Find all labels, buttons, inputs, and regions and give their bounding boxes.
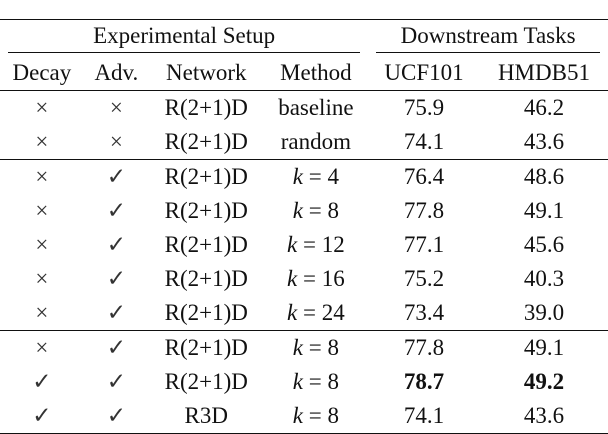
table-cell: × [35, 95, 49, 120]
table-cell: 74.1 [403, 129, 445, 154]
table-cell: k = 8 [292, 335, 339, 360]
table-cell: 43.6 [523, 403, 565, 428]
table-cell: 75.2 [403, 266, 445, 291]
table-cell: R(2+1)D [164, 198, 248, 223]
group-header: Downstream Tasks [368, 20, 608, 57]
table-cell: × [35, 300, 49, 325]
table-cell: × [35, 335, 49, 360]
table-cell: ✓ [106, 300, 127, 325]
column-header: Adv. [94, 60, 139, 85]
group-header: Experimental Setup [0, 20, 368, 57]
table-row: × ✓ R(2+1)D k = 8 77.8 49.1 [0, 330, 608, 366]
table-cell: × [35, 232, 49, 257]
table-cell: × [35, 266, 49, 291]
table-cell: R(2+1)D [164, 129, 248, 154]
table-row: × ✓ R(2+1)D k = 24 73.4 39.0 [0, 296, 608, 331]
table-cell: ✓ [32, 403, 52, 428]
table-cell: k = 24 [287, 300, 345, 325]
table-row: × ✓ R(2+1)D k = 8 77.8 49.1 [0, 194, 608, 228]
table-cell: 76.4 [403, 164, 445, 189]
table-cell: R(2+1)D [164, 164, 248, 189]
table-cell: 75.9 [403, 95, 445, 120]
table-cell: ✓ [106, 266, 127, 291]
table-row: × ✓ R(2+1)D k = 12 77.1 45.6 [0, 228, 608, 262]
table-cell: ✓ [106, 164, 127, 189]
table-cell: × [35, 129, 49, 154]
table-body: × × R(2+1)D baseline 75.9 46.2 × × R(2+1)D random… [0, 90, 608, 434]
table-cell: R(2+1)D [164, 335, 248, 360]
results-table: Experimental Setup Downstream Tasks Deca… [0, 19, 608, 434]
table-cell: k = 16 [287, 266, 345, 291]
table-cell: × [109, 129, 123, 154]
table-cell: R3D [184, 403, 228, 428]
table-cell: R(2+1)D [164, 369, 248, 394]
table-cell: R(2+1)D [164, 95, 248, 120]
table-cell: k = 8 [292, 369, 339, 394]
column-header: UCF101 [384, 60, 464, 85]
table-cell: ✓ [106, 369, 127, 394]
column-header: Network [166, 60, 247, 85]
table-row: × ✓ R(2+1)D k = 4 76.4 48.6 [0, 159, 608, 195]
column-header: HMDB51 [497, 60, 590, 85]
table-cell: ✓ [106, 232, 127, 257]
table-cell: 78.7 [403, 369, 445, 394]
table-cell: 74.1 [403, 403, 445, 428]
table-cell: R(2+1)D [164, 232, 248, 257]
table-cell: ✓ [106, 335, 127, 360]
table-row: × × R(2+1)D random 74.1 43.6 [0, 125, 608, 160]
table-cell: 40.3 [523, 266, 565, 291]
table-cell: k = 8 [292, 403, 339, 428]
table-cell: × [35, 198, 49, 223]
table-cell: ✓ [106, 403, 127, 428]
column-header: Decay [12, 60, 72, 85]
table-cell: 77.8 [403, 198, 445, 223]
table-cell: R(2+1)D [164, 300, 248, 325]
table-cell: 39.0 [523, 300, 565, 325]
table-cell: × [109, 95, 123, 120]
table-cell: random [280, 129, 351, 154]
table-cell: 43.6 [523, 129, 565, 154]
table-cell: k = 4 [292, 164, 339, 189]
table-cell: baseline [278, 95, 354, 120]
table-cell: 49.1 [523, 198, 565, 223]
column-header: Method [280, 60, 352, 85]
table-row: ✓ ✓ R3D k = 8 74.1 43.6 [0, 399, 608, 434]
table-row: × ✓ R(2+1)D k = 16 75.2 40.3 [0, 262, 608, 296]
table-cell: 45.6 [523, 232, 565, 257]
table-cell: R(2+1)D [164, 266, 248, 291]
table-cell: 77.1 [403, 232, 445, 257]
table-cell: 46.2 [523, 95, 565, 120]
table-cell: ✓ [32, 369, 52, 394]
table-cell: 73.4 [403, 300, 445, 325]
table-cell: ✓ [106, 198, 127, 223]
table-cell: × [35, 164, 49, 189]
table-row: ✓ ✓ R(2+1)D k = 8 78.7 49.2 [0, 365, 608, 399]
table-cell: 49.1 [523, 335, 565, 360]
table-cell: 77.8 [403, 335, 445, 360]
table-row: × × R(2+1)D baseline 75.9 46.2 [0, 90, 608, 126]
table-cell: 48.6 [523, 164, 565, 189]
table-cell: 49.2 [523, 369, 565, 394]
table-cell: k = 8 [292, 198, 339, 223]
table-cell: k = 12 [287, 232, 345, 257]
